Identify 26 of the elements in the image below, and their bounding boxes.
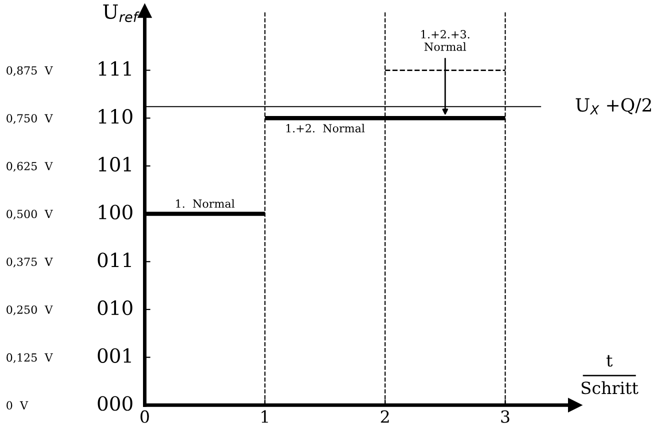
y-tick-label: 0,750 V — [6, 114, 53, 124]
ref-line-label: U$_{X}$ +Q/2 — [576, 98, 651, 114]
annotation: 1.+2.+3. Normal — [421, 30, 470, 51]
y-tick-label: 0,375 V — [6, 258, 53, 268]
text: 110 — [98, 109, 132, 124]
text: 100 — [98, 204, 132, 220]
x-tick-label: 2 — [380, 410, 389, 423]
y-tick-label: 0,875 V — [6, 66, 53, 76]
y-tick-label: 0 V — [6, 401, 28, 410]
y-tick-label: 0,125 V — [6, 353, 53, 364]
text: 011 — [98, 252, 131, 268]
text: 000 — [98, 396, 132, 411]
annotation: 1. Normal — [176, 199, 235, 208]
text: 111 — [98, 61, 131, 76]
text: 010 — [98, 300, 132, 316]
annotation: 1.+2. Normal — [286, 124, 365, 132]
y-tick-label: 0,500 V — [6, 210, 53, 220]
x-axis-title: t Schritt — [582, 355, 638, 394]
y-axis-title: U$_{ref}$ — [103, 4, 140, 22]
x-tick-label: 0 — [140, 410, 149, 423]
x-tick-label: 1 — [262, 410, 268, 423]
text: 001 — [98, 348, 131, 363]
x-tick-label: 3 — [501, 410, 510, 423]
text: 101 — [98, 156, 131, 172]
y-tick-label: 0,250 V — [6, 305, 53, 316]
y-tick-label: 0,625 V — [6, 162, 53, 172]
